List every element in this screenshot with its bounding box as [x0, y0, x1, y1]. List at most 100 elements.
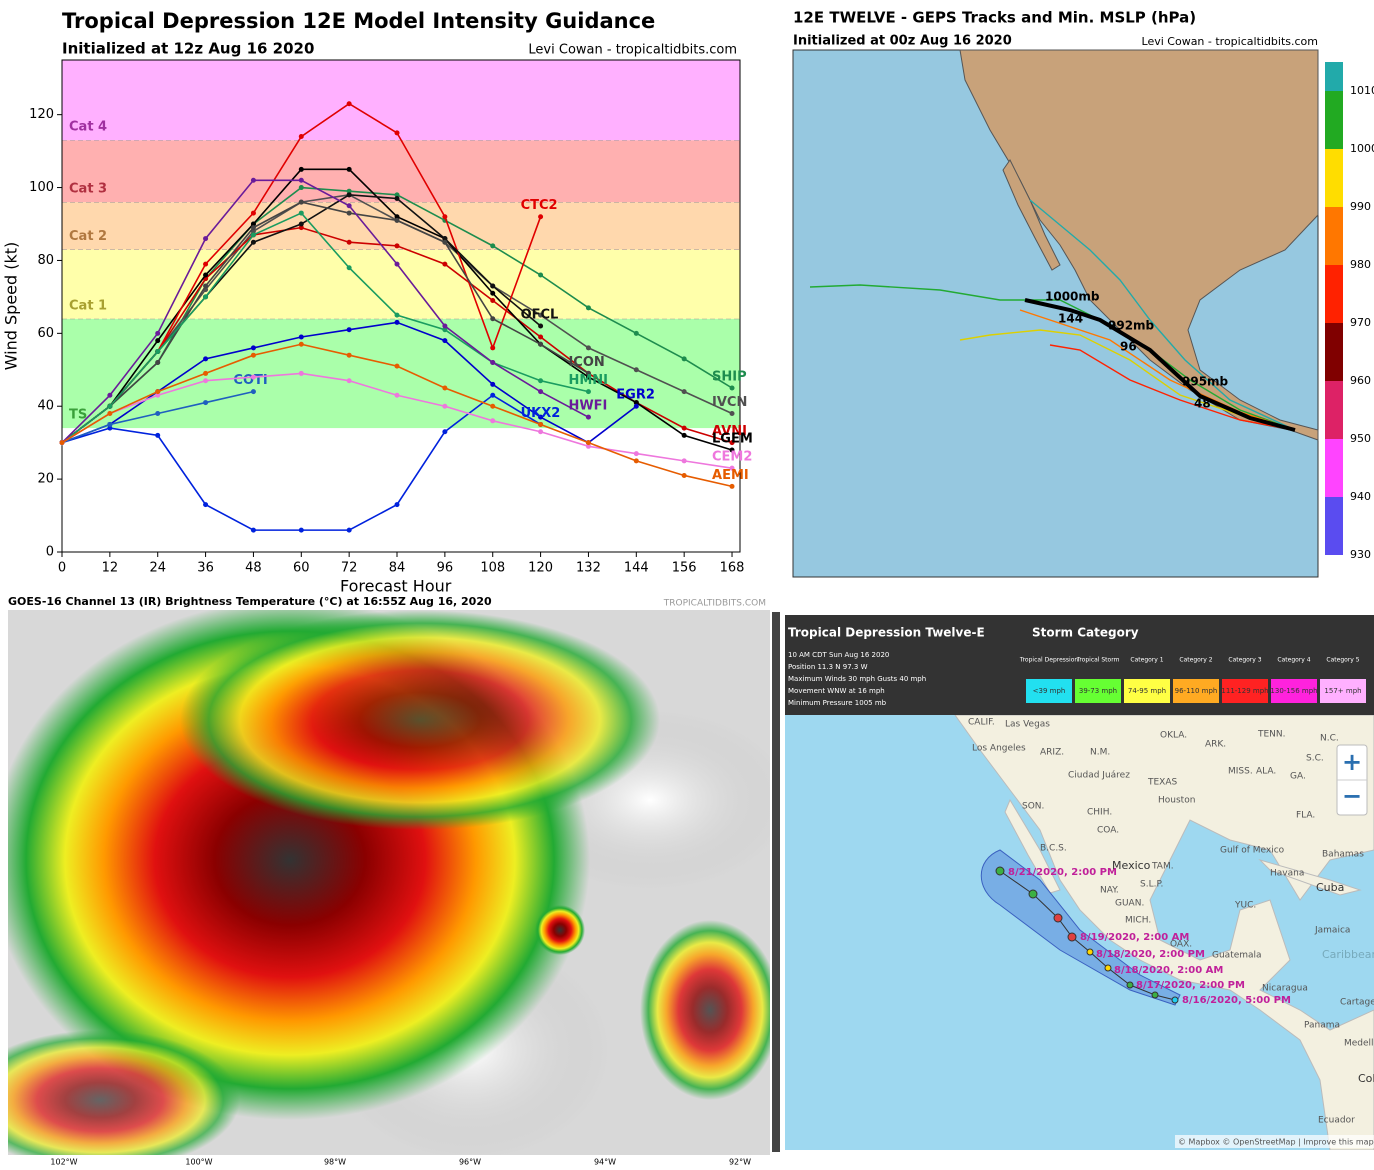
baja — [1002, 159, 1061, 271]
data-point — [155, 349, 161, 355]
data-point — [585, 443, 591, 449]
track-point — [1053, 913, 1063, 923]
data-point — [394, 392, 400, 398]
category-name: Tropical Depression — [1019, 657, 1079, 664]
track-point — [1104, 964, 1112, 972]
data-point — [346, 265, 352, 271]
map-label: 144 — [1058, 312, 1083, 326]
lon-label: 98°W — [324, 1158, 346, 1167]
place-label: Houston — [1158, 796, 1195, 806]
x-tick-label: 168 — [720, 561, 745, 576]
category-band — [62, 249, 740, 319]
data-point — [346, 239, 352, 245]
x-tick-label: 132 — [576, 561, 601, 576]
data-point — [442, 403, 448, 409]
place-label: TENN. — [1257, 730, 1286, 740]
data-point — [107, 403, 113, 409]
intensity-chart: Tropical Depression 12E Model Intensity … — [2, 9, 753, 596]
data-point — [250, 374, 256, 380]
geps-title: 12E TWELVE - GEPS Tracks and Min. MSLP (… — [793, 9, 1196, 27]
data-point — [538, 272, 544, 278]
zoom-out[interactable]: − — [1342, 782, 1362, 810]
data-point — [346, 101, 352, 107]
data-point — [729, 440, 735, 446]
track-point — [1151, 991, 1159, 999]
y-tick-label: 0 — [46, 545, 54, 560]
sat-credit: TROPICALTIDBITS.COM — [663, 599, 766, 609]
data-point — [729, 447, 735, 453]
zoom-in[interactable]: + — [1342, 748, 1362, 776]
series-label: UKX2 — [521, 406, 561, 421]
place-label: Nicaragua — [1262, 984, 1308, 994]
category-swatch — [1124, 679, 1170, 703]
data-point — [203, 502, 209, 508]
zoom-control[interactable]: + − — [1336, 744, 1368, 816]
geps-subtitle: Initialized at 00z Aug 16 2020 — [793, 34, 1012, 49]
category-range: 111-129 mph — [1221, 687, 1268, 695]
x-tick-label: 84 — [389, 561, 406, 576]
lon-label: 94°W — [594, 1158, 616, 1167]
series-label: EGR2 — [616, 388, 655, 403]
data-point — [203, 378, 209, 384]
data-point — [538, 421, 544, 427]
track-point — [1126, 981, 1134, 989]
data-point — [442, 385, 448, 391]
series-line — [61, 179, 589, 444]
data-point — [250, 225, 256, 231]
data-point — [298, 527, 304, 533]
series-line — [61, 212, 589, 444]
place-label: COA. — [1097, 826, 1119, 836]
point-label: 8/18/2020, 2:00 AM — [1114, 965, 1223, 976]
data-point — [681, 389, 687, 395]
data-point — [203, 272, 209, 278]
series-label: AVNI — [712, 424, 747, 439]
data-point — [298, 199, 304, 205]
attribution-bg — [1175, 1135, 1374, 1148]
info: Maximum Winds 30 mph Gusts 40 mph — [788, 675, 926, 683]
category-swatch — [1026, 679, 1072, 703]
lon-label: 100°W — [185, 1158, 212, 1167]
place-label: OKLA. — [1160, 731, 1187, 741]
category-swatch — [1075, 679, 1121, 703]
data-point — [585, 414, 591, 420]
x-tick-label: 96 — [437, 561, 454, 576]
data-point — [298, 334, 304, 340]
category-band — [62, 140, 740, 203]
cuba — [1258, 858, 1362, 896]
place-label: ARK. — [1205, 740, 1226, 750]
lon-label: 120°W — [1033, 584, 1064, 594]
chart-title: Tropical Depression 12E Model Intensity … — [62, 9, 655, 33]
info: 10 AM CDT Sun Aug 16 2020 — [788, 651, 889, 659]
x-tick-label: 120 — [528, 561, 553, 576]
place-label: CHIH. — [1087, 808, 1112, 818]
place-label: Mexico — [1112, 859, 1151, 872]
data-point — [538, 214, 544, 220]
data-point — [394, 319, 400, 325]
data-point — [490, 381, 496, 387]
storm — [180, 610, 660, 830]
colorbar-label: 950 — [1350, 432, 1371, 445]
data-point — [155, 411, 161, 417]
sat-title: GOES-16 Channel 13 (IR) Brightness Tempe… — [8, 595, 492, 608]
map-label: 48 — [1194, 397, 1211, 411]
data-point — [729, 483, 735, 489]
data-point — [585, 370, 591, 376]
storm — [8, 1030, 240, 1155]
category-swatch — [1222, 679, 1268, 703]
colorbar-segment — [1325, 207, 1343, 265]
data-point — [155, 330, 161, 336]
lon-label: 100°W — [1229, 584, 1260, 594]
series-label: HMNI — [568, 373, 608, 388]
track-point — [1086, 948, 1094, 956]
data-point — [346, 166, 352, 172]
plot-frame — [61, 59, 741, 553]
data-point — [107, 425, 113, 431]
category-band — [62, 60, 740, 141]
tracker-title: Tropical Depression Twelve-E — [788, 626, 985, 640]
colorbar-label: 960 — [1350, 374, 1371, 387]
category-name: Category 4 — [1277, 657, 1310, 664]
band-label: Cat 2 — [69, 229, 107, 244]
series-label: OFCL — [521, 308, 559, 323]
data-point — [490, 243, 496, 249]
